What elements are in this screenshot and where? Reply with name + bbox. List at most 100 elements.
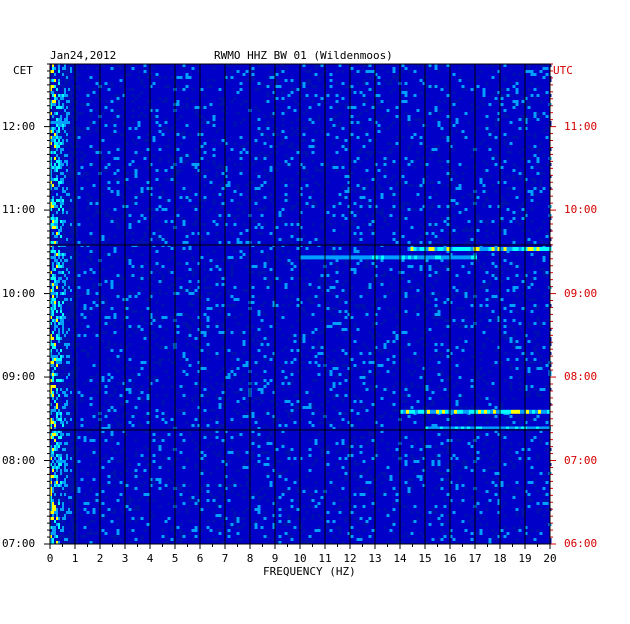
heatmap-cell bbox=[70, 109, 72, 112]
heatmap-cell bbox=[470, 283, 474, 286]
heatmap-cell bbox=[70, 307, 72, 310]
heatmap-cell bbox=[92, 88, 96, 91]
heatmap-cell bbox=[404, 91, 408, 94]
heatmap-cell bbox=[362, 100, 366, 103]
heatmap-cell bbox=[296, 190, 300, 193]
heatmap-cell bbox=[206, 169, 210, 172]
heatmap-cell bbox=[56, 328, 58, 331]
heatmap-cell bbox=[134, 142, 138, 145]
heatmap-cell bbox=[72, 121, 74, 124]
heatmap-cell bbox=[212, 199, 216, 202]
heatmap-cell bbox=[152, 316, 156, 319]
heatmap-cell bbox=[66, 115, 68, 118]
heatmap-cell bbox=[407, 124, 411, 127]
heatmap-cell bbox=[76, 241, 78, 244]
heatmap-cell bbox=[461, 196, 465, 199]
heatmap-cell bbox=[101, 268, 105, 271]
heatmap-cell bbox=[488, 283, 492, 286]
heatmap-cell bbox=[107, 214, 111, 217]
heatmap-cell bbox=[72, 325, 74, 328]
heatmap-cell bbox=[257, 208, 261, 211]
heatmap-cell bbox=[92, 262, 96, 265]
heatmap-cell bbox=[422, 82, 426, 85]
heatmap-cell bbox=[58, 184, 60, 187]
heatmap-cell bbox=[66, 433, 68, 436]
heatmap-cell bbox=[482, 280, 486, 283]
heatmap-cell bbox=[326, 301, 330, 304]
heatmap-cell bbox=[140, 241, 144, 244]
heatmap-cell bbox=[365, 73, 369, 76]
heatmap-cell bbox=[52, 394, 54, 397]
heatmap-cell bbox=[299, 187, 303, 190]
heatmap-cell bbox=[224, 223, 228, 226]
heatmap-cell bbox=[227, 304, 231, 307]
heatmap-cell bbox=[275, 151, 279, 154]
heatmap-cell bbox=[200, 121, 204, 124]
heatmap-cell bbox=[536, 112, 540, 115]
heatmap-cell bbox=[137, 76, 141, 79]
heatmap-cell bbox=[72, 391, 74, 394]
heatmap-cell bbox=[68, 370, 70, 373]
heatmap-cell bbox=[326, 307, 330, 310]
heatmap-cell bbox=[371, 103, 375, 106]
heatmap-cell bbox=[176, 208, 180, 211]
heatmap-cell bbox=[62, 493, 64, 496]
heatmap-cell bbox=[257, 271, 261, 274]
heatmap-cell bbox=[497, 91, 501, 94]
heatmap-cell bbox=[64, 397, 66, 400]
heatmap-cell bbox=[257, 64, 261, 67]
heatmap-cell bbox=[404, 157, 408, 160]
heatmap-cell bbox=[176, 277, 180, 280]
heatmap-cell bbox=[236, 322, 240, 325]
heatmap-cell bbox=[125, 142, 129, 145]
heatmap-cell bbox=[54, 235, 56, 238]
heatmap-cell bbox=[50, 157, 52, 160]
heatmap-cell bbox=[230, 76, 234, 79]
heatmap-cell bbox=[206, 307, 210, 310]
heatmap-cell bbox=[52, 481, 54, 484]
heatmap-cell bbox=[536, 202, 540, 205]
heatmap-cell bbox=[365, 184, 369, 187]
heatmap-cell bbox=[52, 424, 54, 427]
heatmap-cell bbox=[52, 220, 54, 223]
heatmap-cell bbox=[362, 265, 366, 268]
heatmap-cell bbox=[76, 448, 78, 451]
heatmap-cell bbox=[116, 292, 120, 295]
heatmap-cell bbox=[76, 187, 78, 190]
heatmap-cell bbox=[62, 484, 64, 487]
heatmap-cell bbox=[140, 91, 144, 94]
heatmap-cell bbox=[68, 379, 70, 382]
heatmap-cell bbox=[54, 466, 56, 469]
heatmap-cell bbox=[50, 274, 52, 277]
heatmap-cell bbox=[281, 316, 285, 319]
heatmap-cell bbox=[524, 283, 528, 286]
heatmap-cell bbox=[140, 238, 144, 241]
heatmap-cell bbox=[383, 169, 387, 172]
heatmap-cell bbox=[52, 313, 54, 316]
heatmap-cell bbox=[335, 295, 339, 298]
heatmap-cell bbox=[50, 436, 52, 439]
heatmap-cell bbox=[149, 85, 153, 88]
heatmap-cell bbox=[479, 286, 483, 289]
heatmap-cell bbox=[272, 112, 276, 115]
heatmap-cell bbox=[60, 526, 62, 529]
heatmap-cell bbox=[56, 247, 58, 250]
heatmap-cell bbox=[52, 268, 54, 271]
heatmap-cell bbox=[203, 94, 207, 97]
heatmap-cell bbox=[224, 316, 228, 319]
heatmap-cell bbox=[116, 193, 120, 196]
heatmap-cell bbox=[54, 337, 56, 340]
heatmap-cell bbox=[68, 175, 70, 178]
heatmap-cell bbox=[76, 286, 78, 289]
heatmap-cell bbox=[203, 145, 207, 148]
heatmap-cell bbox=[68, 136, 70, 139]
heatmap-cell bbox=[485, 115, 489, 118]
heatmap-cell bbox=[272, 133, 276, 136]
heatmap-cell bbox=[404, 82, 408, 85]
heatmap-cell bbox=[389, 151, 393, 154]
heatmap-cell bbox=[302, 241, 306, 244]
heatmap-cell bbox=[68, 106, 70, 109]
heatmap-cell bbox=[54, 223, 56, 226]
heatmap-cell bbox=[266, 136, 270, 139]
heatmap-cell bbox=[86, 193, 90, 196]
